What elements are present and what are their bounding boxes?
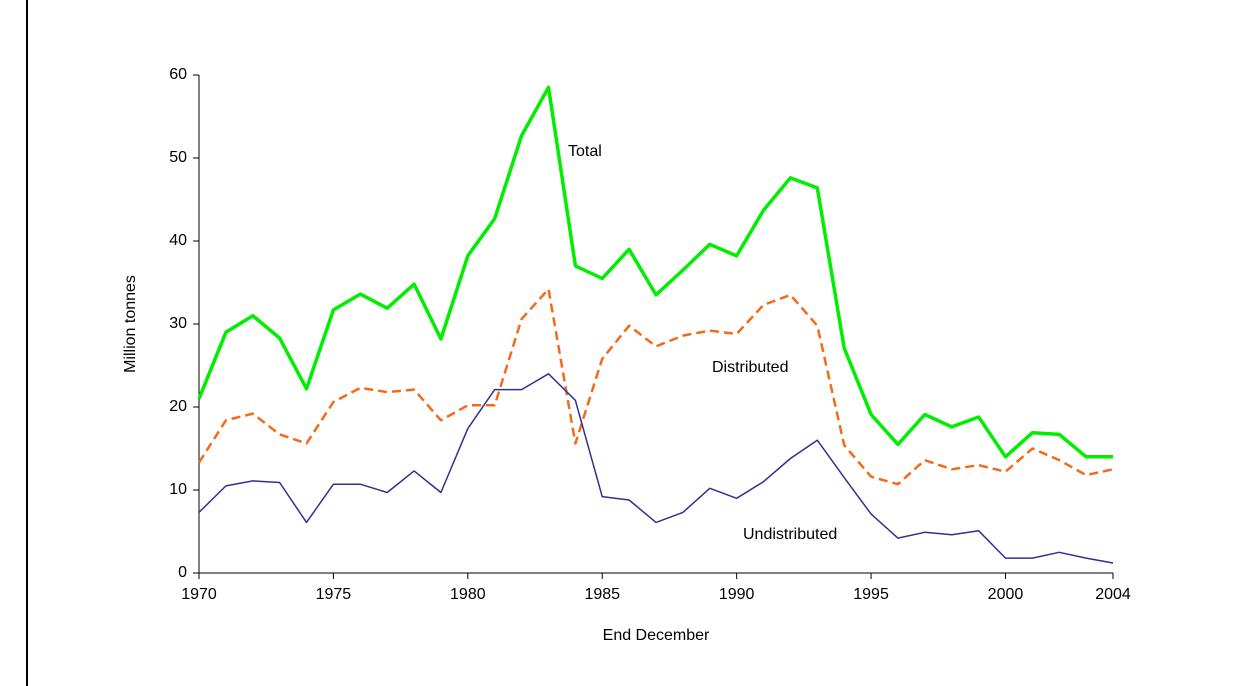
x-tick-label: 1970 [181, 586, 217, 603]
y-axis-label: Million tonnes [122, 275, 139, 373]
series-label: Undistributed [743, 526, 837, 543]
x-tick-label: 2004 [1095, 586, 1131, 603]
x-axis-label: End December [603, 627, 710, 644]
y-tick-label: 50 [169, 149, 187, 166]
y-tick-label: 30 [169, 315, 187, 332]
x-tick-label: 1995 [853, 586, 889, 603]
series-line [197, 85, 1113, 459]
y-tick-label: 0 [178, 564, 187, 581]
x-tick-label: 2000 [988, 586, 1024, 603]
series-label: Distributed [712, 359, 788, 376]
x-tick-label: 1980 [450, 586, 486, 603]
y-tick-label: 60 [169, 66, 187, 83]
y-tick-label: 20 [169, 398, 187, 415]
y-tick-label: 40 [169, 232, 187, 249]
x-tick-label: 1975 [316, 586, 352, 603]
y-tick-label: 10 [169, 481, 187, 498]
x-tick-label: 1985 [584, 586, 620, 603]
series-label: Total [568, 143, 602, 160]
x-tick-label: 1990 [719, 586, 755, 603]
series-line [197, 287, 1114, 486]
series-line [198, 373, 1114, 564]
